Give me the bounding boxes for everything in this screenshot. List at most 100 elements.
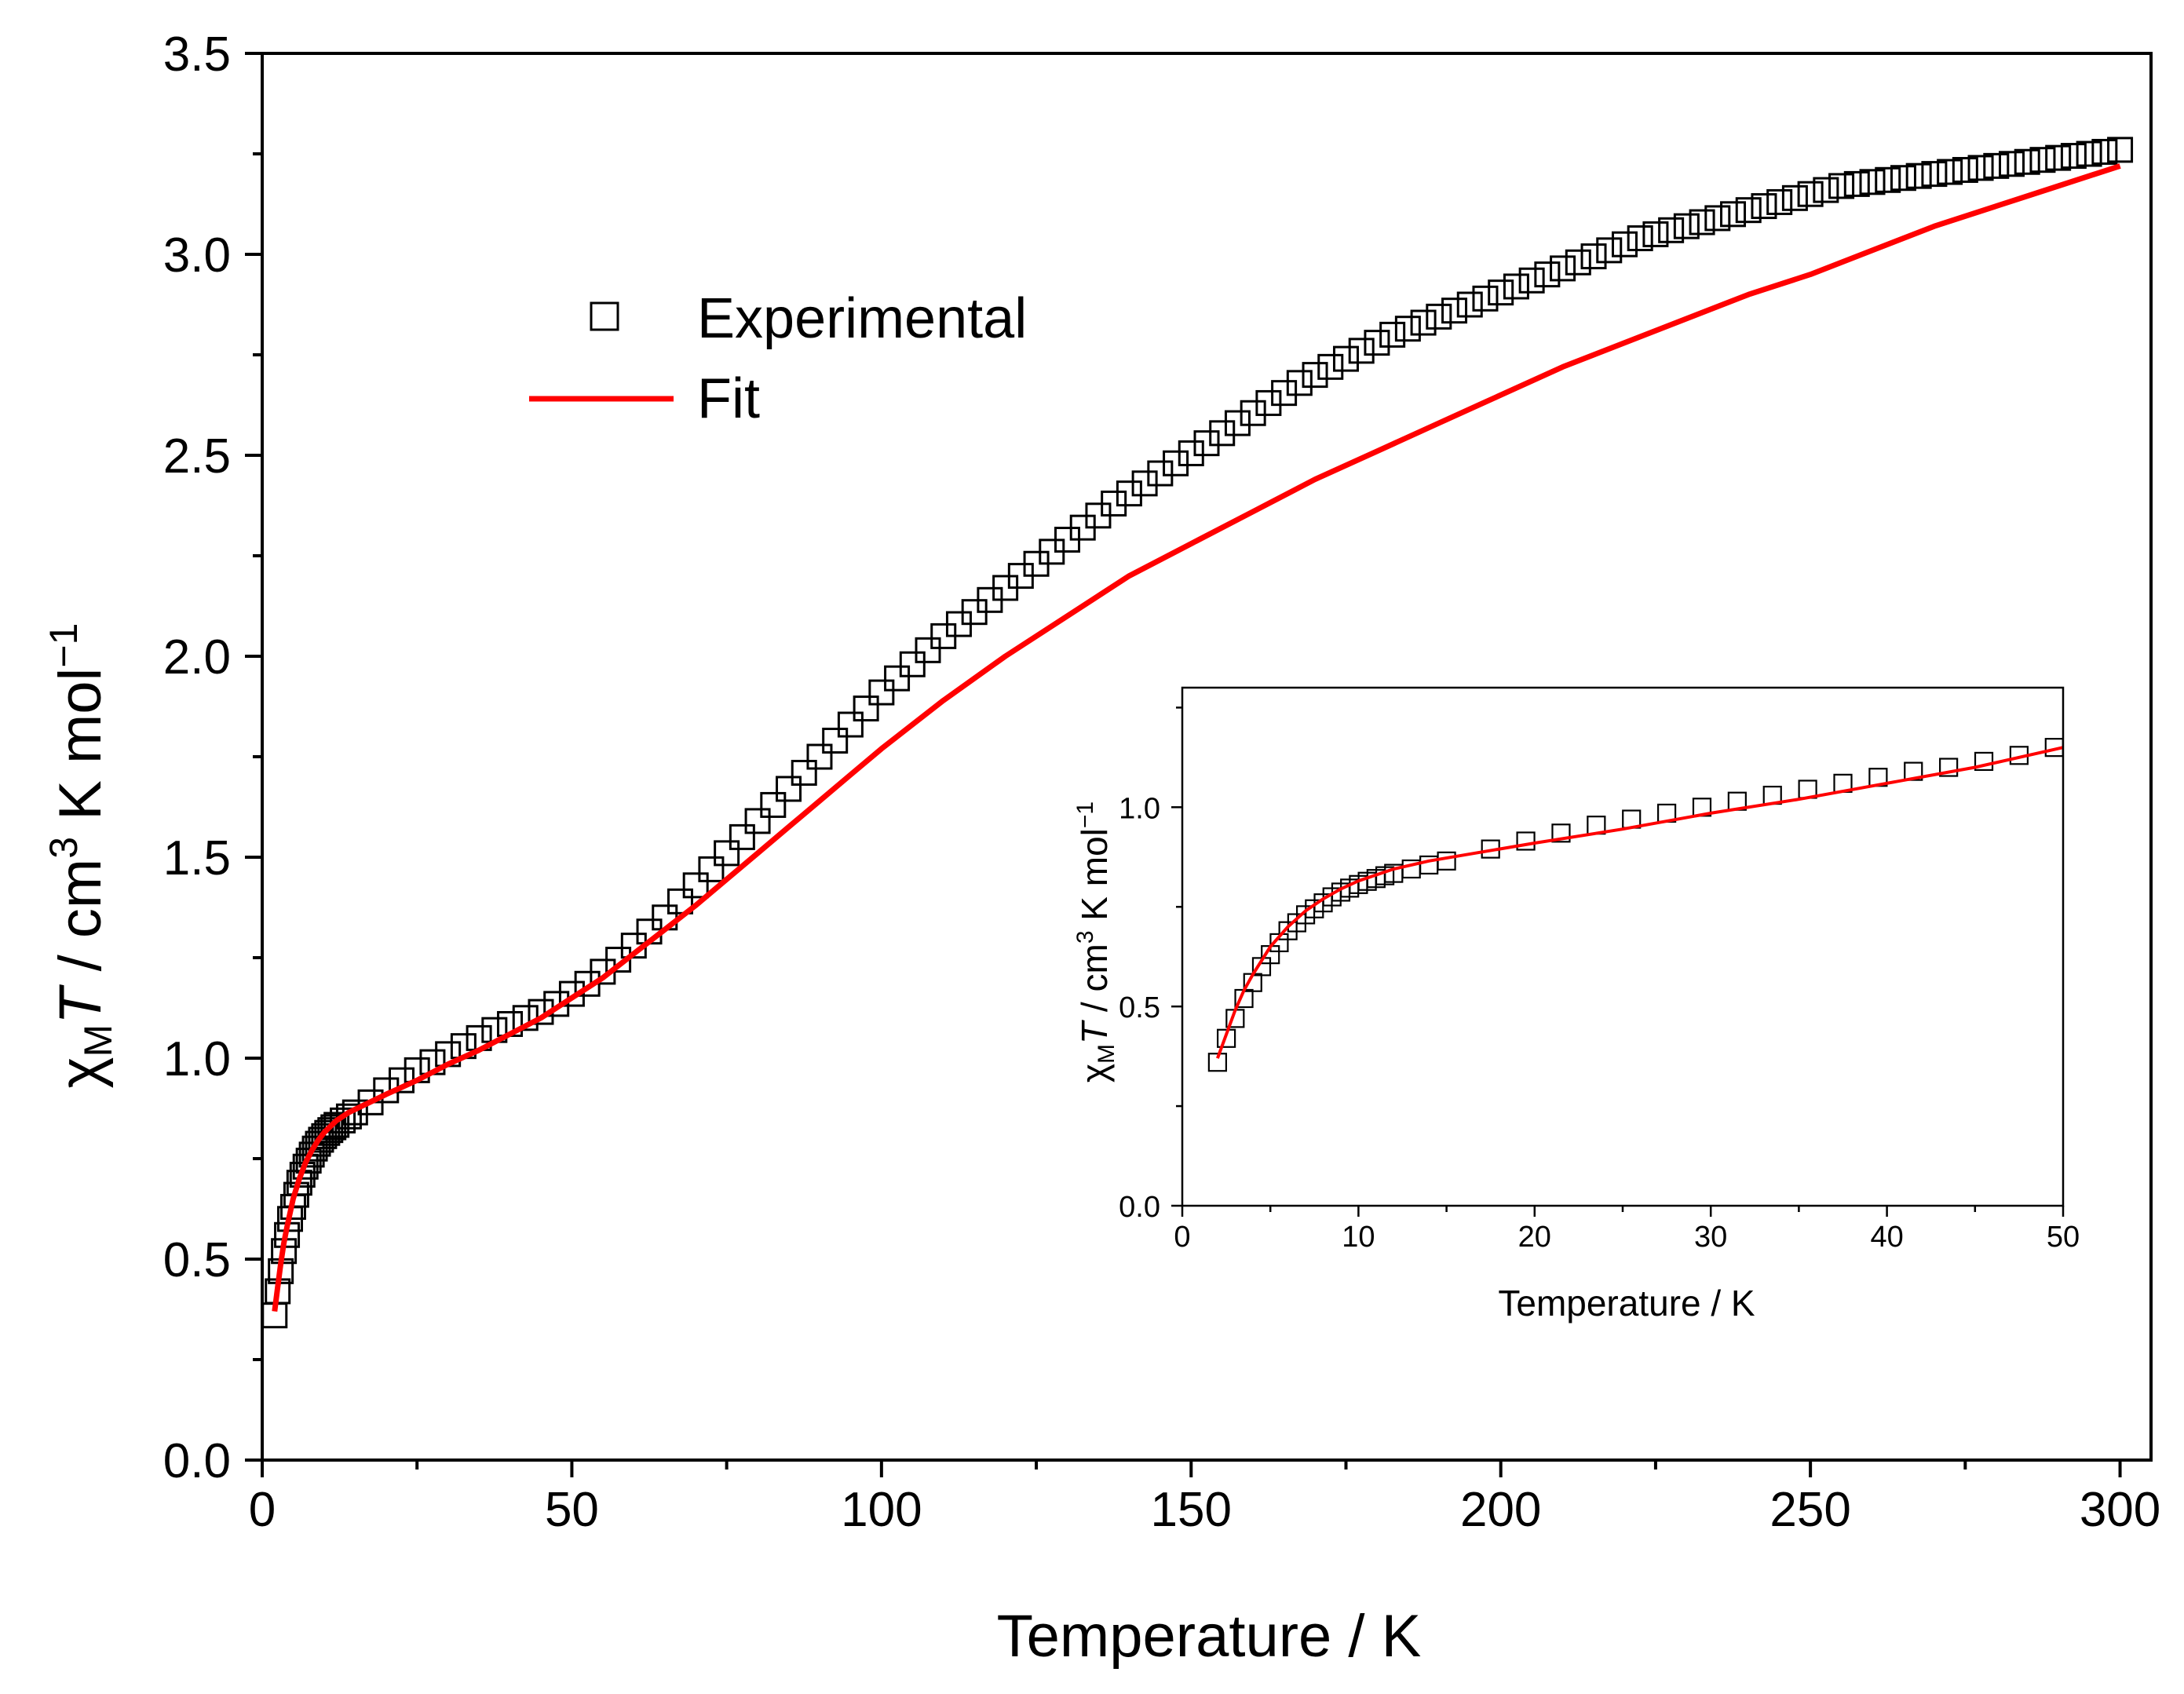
inset-fit-line: [1216, 746, 2064, 1059]
main-experimental-point: [1937, 159, 1963, 185]
main-x-tick-label: 0: [249, 1483, 276, 1537]
legend-fit-label: Fit: [697, 367, 760, 430]
main-experimental-point: [2107, 137, 2134, 163]
main-experimental-point: [335, 1103, 362, 1130]
main-experimental-point: [1488, 279, 1514, 306]
main-experimental-point: [837, 711, 864, 738]
main-experimental-point: [1658, 217, 1685, 243]
inset-ylabel-tail: K mol: [1074, 828, 1115, 930]
main-x-tick-label: 200: [1460, 1483, 1541, 1537]
ylabel-chi: χ: [47, 1057, 114, 1089]
inset-y-tick-label: 0.5: [1119, 991, 1160, 1024]
main-plot: 0 50 100 150 200 250 3000.00.51.01.52.02.53.03…: [42, 27, 2160, 1670]
main-experimental-point: [822, 728, 849, 754]
main-experimental-point: [2076, 141, 2102, 167]
legend-square-marker: [590, 301, 619, 331]
main-experimental-point: [1131, 470, 1158, 497]
main-y-tick-label: 1.0: [163, 1032, 231, 1086]
inset-ylabel-sup3: 3: [1072, 930, 1098, 944]
inset-fit-series: [1216, 746, 2064, 1059]
main-experimental-point: [1286, 370, 1313, 396]
main-y-tick-label: 0.0: [163, 1434, 231, 1488]
main-experimental-point: [1813, 177, 1839, 203]
main-y-tick-label: 2.0: [163, 630, 231, 685]
inset-ticks: 0 10 20 30 40 50 0.0 0.5 1.0: [1119, 706, 2080, 1254]
inset-experimental-point: [1551, 823, 1571, 843]
main-experimental-point: [1859, 169, 1886, 195]
main-experimental-point: [1596, 237, 1623, 264]
ylabel-supneg: −1: [42, 623, 86, 668]
main-experimental-point: [1178, 440, 1204, 466]
ylabel-sub: M: [76, 1024, 120, 1057]
legend-experimental-label: Experimental: [697, 287, 1027, 350]
ylabel-tail: K mol: [47, 668, 114, 837]
main-experimental-point: [1627, 225, 1653, 252]
main-experimental-point: [1271, 380, 1298, 407]
main-experimental-point: [744, 808, 771, 834]
main-experimental-point: [776, 776, 802, 802]
main-experimental-point: [1379, 321, 1406, 348]
main-experimental-point: [543, 991, 570, 1017]
main-experimental-point: [698, 856, 725, 882]
inset-y-tick-label: 0.0: [1119, 1191, 1160, 1224]
main-experimental-point: [1209, 420, 1236, 447]
inset-x-tick-label: 30: [1694, 1221, 1727, 1254]
main-experimental-point: [1735, 197, 1762, 224]
main-experimental-point: [1410, 309, 1437, 336]
inset-experimental-point: [1216, 1028, 1236, 1048]
main-experimental-point: [1101, 490, 1127, 517]
inset-y-axis-label: χMT / cm3 K mol−1: [1072, 801, 1119, 1082]
main-experimental-point: [714, 840, 740, 867]
inset-ylabel-T: T: [1074, 1020, 1115, 1044]
main-experimental-point: [1302, 362, 1328, 389]
main-experimental-point: [1394, 316, 1421, 342]
main-experimental-point: [1642, 221, 1669, 247]
ylabel-sup3: 3: [42, 837, 86, 859]
main-experimental-point: [2029, 147, 2056, 173]
legend: Experimental Fit: [529, 287, 1027, 430]
main-experimental-point: [1751, 193, 1777, 220]
main-experimental-point: [341, 1099, 368, 1126]
inset-x-axis-label: Temperature / K: [1498, 1283, 1755, 1323]
inset-x-tick-label: 10: [1342, 1221, 1375, 1254]
main-fit-line: [272, 163, 2121, 1312]
main-experimental-point: [1240, 400, 1266, 426]
main-experimental-point: [1673, 213, 1700, 239]
main-y-tick-label: 3.0: [163, 228, 231, 283]
main-experimental-point: [1890, 165, 1916, 192]
main-experimental-point: [915, 637, 941, 663]
main-experimental-point: [1224, 410, 1251, 436]
main-y-axis-label: χMT / cm3 K mol−1: [42, 623, 120, 1089]
main-experimental-point: [884, 665, 911, 692]
main-experimental-point: [1348, 338, 1375, 364]
inset-plot-frame: [1181, 686, 2065, 1207]
main-experimental-point: [899, 651, 926, 677]
inset-experimental-point: [1939, 758, 1959, 777]
inset-ylabel-sub: M: [1094, 1044, 1119, 1064]
inset-plot: 0 10 20 30 40 50 0.0 0.5 1.0 Temperature / K χMT…: [1072, 686, 2080, 1323]
main-experimental-point: [1781, 184, 1808, 211]
main-experimental-point: [868, 679, 895, 706]
ylabel-T: T: [47, 984, 114, 1024]
main-experimental-point: [1983, 152, 2010, 179]
main-experimental-point: [1518, 267, 1545, 294]
main-experimental-point: [1503, 273, 1529, 300]
main-experimental-point: [760, 791, 787, 818]
inset-x-tick-label: 40: [1870, 1221, 1903, 1254]
main-experimental-point: [1720, 201, 1747, 228]
inset-y-tick-label: 1.0: [1119, 792, 1160, 825]
inset-ylabel-supneg: −1: [1072, 801, 1098, 828]
ylabel-rest: / cm: [47, 859, 114, 988]
main-experimental-point: [1611, 231, 1638, 257]
main-experimental-point: [1999, 151, 2025, 177]
main-experimental-point: [1565, 249, 1591, 276]
main-y-tick-label: 1.5: [163, 831, 231, 885]
main-experimental-point: [2091, 138, 2118, 165]
main-experimental-point: [1534, 261, 1561, 288]
main-experimental-point: [682, 872, 709, 899]
main-experimental-point: [1332, 345, 1359, 372]
main-experimental-point: [1797, 181, 1824, 207]
main-experimental-point: [1163, 450, 1189, 476]
main-experimental-point: [1843, 170, 1870, 197]
main-experimental-point: [729, 823, 755, 850]
